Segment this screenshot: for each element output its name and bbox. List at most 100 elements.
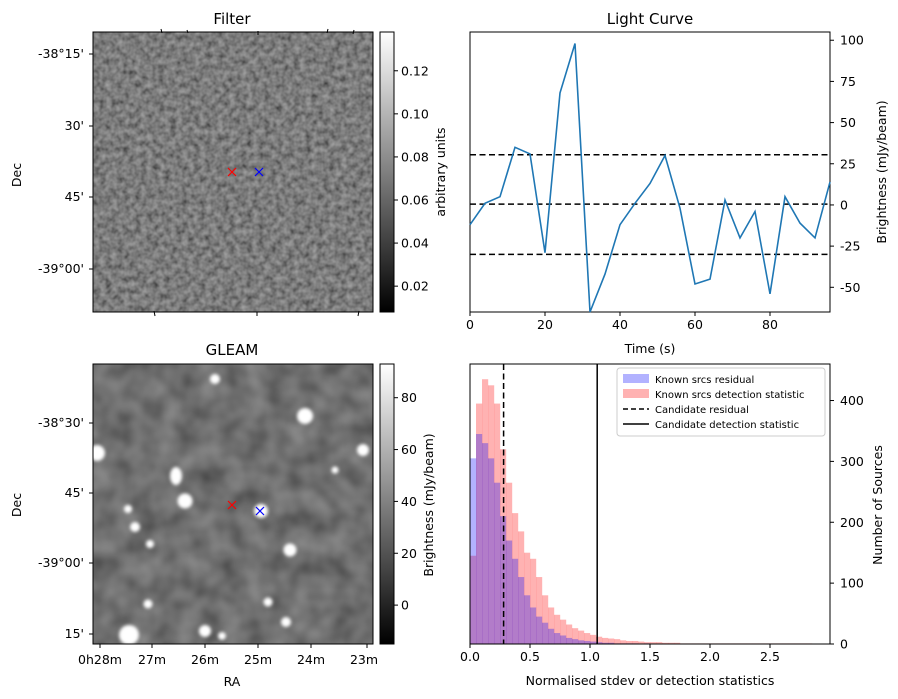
gleam-ytick-label: -39°00' [38, 555, 84, 570]
filter-colorbar-label: arbitrary units [433, 127, 448, 216]
lightcurve-xtick-label: 60 [687, 317, 703, 332]
colorbar-tick-label: 0.06 [401, 193, 429, 208]
lightcurve-title: Light Curve [607, 10, 693, 28]
colorbar-tick-label: 0.12 [401, 63, 429, 78]
gleam-ytick-label: -38°30' [38, 415, 84, 430]
histogram-bar [584, 633, 591, 644]
lightcurve-line [469, 43, 831, 313]
lightcurve-ytick-label: 50 [840, 115, 856, 130]
histogram-bar [602, 642, 609, 644]
filter-ytick-labels: -38°15' 30' 45' -39°00' [38, 46, 84, 276]
gleam-ylabel: Dec [9, 493, 24, 517]
filter-ytick-label: 45' [65, 189, 84, 204]
histogram-xlabel: Normalised stdev or detection statistics [526, 673, 775, 688]
histogram-bar [650, 642, 657, 644]
histogram-bar [482, 379, 489, 644]
histogram-bar [554, 633, 561, 644]
legend-label: Candidate residual [655, 405, 749, 416]
lightcurve-panel: Light Curve 0 20 40 60 80 -50 -25 0 25 50 75 100 T… [466, 10, 889, 356]
gleam-colorbar-ticks: 0 20 40 60 80 [394, 390, 417, 613]
filter-frame [92, 31, 374, 313]
histogram-panel: 0.0 0.5 1.0 1.5 2.0 2.5 0 100 200 300 400 Normali… [460, 363, 885, 688]
histogram-bar [482, 443, 489, 644]
histogram-bar [512, 558, 519, 644]
gleam-title: GLEAM [206, 341, 259, 359]
histogram-bar [512, 513, 519, 644]
histogram-xtick-label: 0.5 [520, 649, 540, 664]
gleam-frame [92, 363, 374, 645]
histogram-bar [542, 595, 549, 644]
colorbar-tick-label: 40 [401, 494, 417, 509]
gleam-colorbar-label: Brightness (mJy/beam) [421, 433, 436, 576]
gleam-ytick-label: 45' [65, 485, 84, 500]
colorbar-tick-label: 60 [401, 442, 417, 457]
lightcurve-xticks: 0 20 40 60 80 [466, 312, 778, 332]
lightcurve-xlabel: Time (s) [624, 341, 676, 356]
filter-edge-ticks [89, 28, 360, 317]
gleam-xtick-label: 23m [350, 652, 378, 667]
filter-panel: Filter -38°15' 30' 45' -39°00' Dec [9, 10, 448, 317]
histogram-bar [560, 635, 567, 644]
gleam-xtick-label: 25m [244, 652, 272, 667]
histogram-ytick-label: 0 [840, 637, 848, 652]
legend-box [616, 367, 826, 437]
gleam-marker-known [255, 506, 265, 516]
histogram-bar [596, 636, 603, 644]
gleam-marker-candidate [227, 500, 237, 510]
legend-label: Known srcs detection statistic [655, 390, 804, 401]
histogram-bar [578, 640, 585, 644]
lightcurve-ytick-label: 0 [840, 197, 848, 212]
histogram-bars [470, 379, 813, 644]
filter-ytick-label: -38°15' [38, 46, 84, 61]
lightcurve-ytick-label: 75 [840, 74, 856, 89]
histogram-bar [494, 403, 501, 644]
legend-label: Candidate detection statistic [655, 420, 799, 431]
histogram-bar [620, 640, 627, 644]
filter-marker-candidate [227, 167, 237, 177]
filter-ytick-label: -39°00' [38, 261, 84, 276]
histogram-bar [590, 641, 597, 644]
histogram-bar [536, 577, 543, 644]
gleam-ytick-label: 15' [65, 626, 84, 641]
gleam-xtick-label: 27m [138, 652, 166, 667]
histogram-bar [494, 482, 501, 644]
histogram-ytick-label: 300 [840, 454, 864, 469]
histogram-bar [638, 641, 645, 644]
gleam-ytick-labels: -38°30' 45' -39°00' 15' [38, 415, 84, 641]
gleam-xtick-labels: 0h28m 27m 26m 25m 24m 23m [78, 652, 378, 667]
histogram-bar [518, 577, 525, 644]
histogram-yticks: 0 100 200 300 400 [830, 393, 864, 652]
histogram-ytick-label: 200 [840, 515, 864, 530]
histogram-bar [578, 630, 585, 644]
histogram-bar [500, 516, 507, 644]
gleam-xtick-label: 24m [297, 652, 325, 667]
filter-ytick-label: 30' [65, 118, 84, 133]
histogram-bar [488, 458, 495, 644]
lightcurve-frame [469, 31, 831, 313]
histogram-ytick-label: 100 [840, 576, 864, 591]
filter-colorbar [379, 31, 395, 313]
histogram-xticks: 0.0 0.5 1.0 1.5 2.0 2.5 [460, 644, 780, 664]
lightcurve-xtick-label: 0 [466, 317, 474, 332]
histogram-bar [554, 614, 561, 644]
histogram-bar [524, 552, 531, 644]
histogram-bar [548, 628, 555, 644]
histogram-bar [584, 640, 591, 644]
histogram-bar [644, 642, 651, 644]
lightcurve-xtick-label: 80 [762, 317, 778, 332]
histogram-bar [596, 642, 603, 644]
lightcurve-xtick-label: 20 [537, 317, 553, 332]
filter-image [93, 32, 373, 312]
lightcurve-yticks: -50 -25 0 25 50 75 100 [830, 33, 864, 295]
lightcurve-ylabel: Brightness (mJy/beam) [874, 100, 889, 243]
histogram-bar [668, 642, 675, 644]
legend-swatch-detection [623, 389, 649, 398]
gleam-xlabel: RA [224, 674, 241, 689]
gleam-colorbar [379, 363, 395, 645]
histogram-ytick-label: 400 [840, 393, 864, 408]
histogram-bar [548, 607, 555, 644]
histogram-bar [656, 642, 663, 644]
histogram-bar [590, 634, 597, 644]
histogram-xtick-label: 1.5 [640, 649, 660, 664]
histogram-bar [518, 531, 525, 644]
